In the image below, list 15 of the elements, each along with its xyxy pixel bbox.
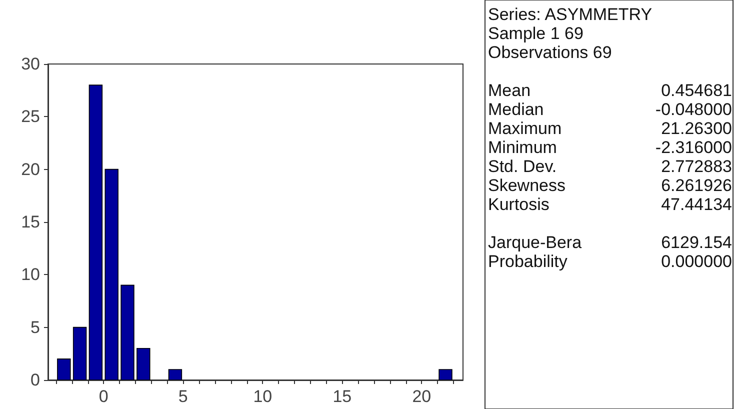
x-tick-label: 0 (98, 387, 108, 406)
y-tick-label: 25 (21, 107, 40, 126)
x-tick-label: 15 (332, 387, 352, 406)
text: Jarque-Bera 6129.154 Probability 0.000000 (488, 233, 732, 271)
y-tick-label: 5 (30, 318, 40, 337)
y-tick-label: 0 (30, 370, 40, 390)
x-tick-label: 5 (178, 387, 188, 406)
x-tick-label: 10 (253, 387, 272, 406)
y-tick-label: 10 (21, 265, 40, 284)
y-tick-label: 15 (21, 212, 40, 232)
text: Mean 0.454681 Median -0.048000 Maximum 21.26300 Minimum -2.316000 Std. Dev. 2.772883 Skewness 6.261926 Kurtosis 47.44134 (488, 81, 732, 214)
x-tick-label: 20 (412, 387, 432, 406)
y-tick-label: 30 (21, 54, 40, 74)
text: Series: ASYMMETRY Sample 1 69 Observations 69 (488, 5, 652, 62)
y-tick-label: 20 (21, 160, 40, 179)
